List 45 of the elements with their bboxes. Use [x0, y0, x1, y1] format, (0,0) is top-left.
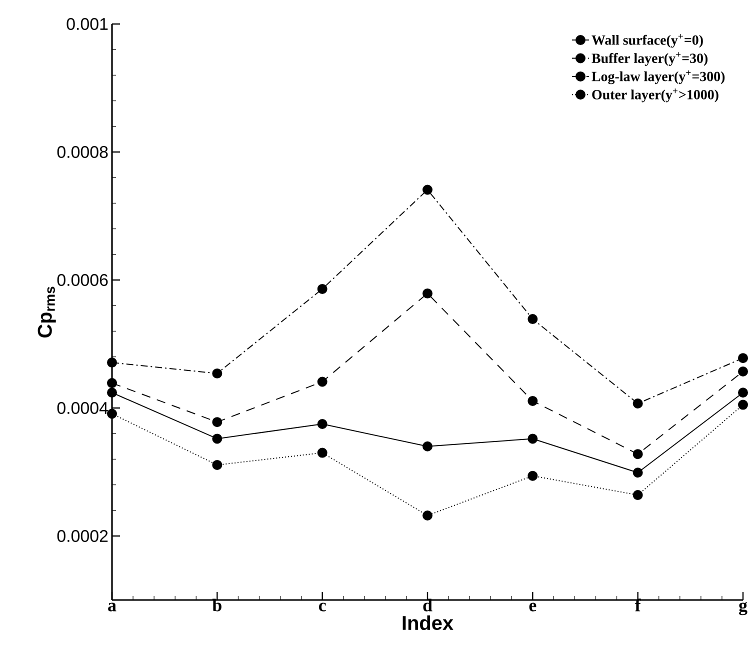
point	[632, 468, 643, 478]
point	[212, 417, 222, 428]
point	[317, 284, 328, 294]
legend-label: Wall surface(y$^{+}$=0)	[592, 34, 703, 48]
point	[107, 408, 117, 419]
point	[107, 378, 117, 388]
x-tick-label: a	[108, 602, 116, 612]
y-axis-title: Cp$_{rms}$	[38, 286, 56, 338]
point	[422, 441, 432, 452]
legend-label: Buffer layer(y$^{+}$=30)	[592, 52, 708, 66]
x-tick-label: e	[529, 602, 536, 612]
point	[738, 388, 748, 398]
x-axis-title: Index	[402, 615, 454, 630]
point	[212, 368, 222, 378]
point	[632, 398, 643, 409]
point	[107, 388, 117, 398]
point	[738, 366, 748, 377]
point	[738, 400, 748, 410]
x-tick-label: c	[318, 602, 326, 612]
point	[528, 470, 538, 481]
y-tick-label: 0.0002	[57, 530, 108, 542]
x-tick-label: g	[738, 602, 748, 616]
point	[528, 314, 538, 324]
y-tick-label: 0.001	[66, 18, 108, 30]
point	[212, 460, 222, 470]
point	[738, 353, 748, 364]
point	[528, 396, 538, 406]
point	[317, 376, 328, 387]
y-tick-label: 0.0006	[57, 274, 108, 286]
point	[212, 434, 222, 444]
point	[422, 510, 432, 521]
point	[632, 449, 643, 460]
point	[317, 419, 328, 429]
point	[317, 448, 328, 458]
point	[528, 434, 538, 444]
x-tick-label: b	[212, 598, 222, 612]
point	[422, 184, 432, 195]
legend-label: Log-law layer(y$^{+}$=300)	[592, 70, 725, 84]
point	[422, 288, 432, 298]
point	[632, 490, 643, 500]
legend-label: Outer layer(y$^{+}$>1000)	[592, 88, 718, 102]
y-tick-label: 0.0008	[57, 146, 108, 158]
y-tick-label: 0.0004	[57, 402, 108, 414]
x-tick-label: d	[423, 598, 432, 612]
point	[107, 358, 117, 368]
